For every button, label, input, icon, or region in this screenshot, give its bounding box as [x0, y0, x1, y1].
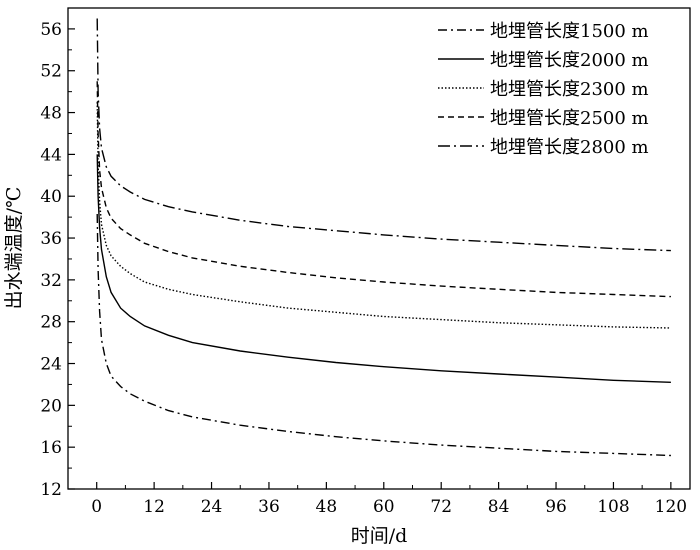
x-tick-label: 0	[91, 497, 102, 517]
legend-label-2: 地埋管长度2000 m	[490, 50, 649, 71]
x-tick-label: 12	[143, 497, 165, 517]
x-tick-label: 108	[597, 497, 629, 517]
x-tick-label: 60	[373, 497, 395, 517]
y-axis-ticks: 12 16 20 24 28 32 36 40 44 48 52 56	[40, 20, 75, 500]
x-axis-ticks: 0 12 24 36 48 60 72 84 96 108 120	[91, 482, 687, 517]
y-axis-label: 出水端温度/℃	[3, 187, 25, 310]
x-tick-label: 72	[430, 497, 452, 517]
y-tick-label: 40	[40, 187, 62, 207]
series-layer	[96, 18, 671, 457]
x-tick-label: 96	[545, 497, 567, 517]
legend-label-1: 地埋管长度1500 m	[490, 21, 649, 42]
legend: 地埋管长度1500 m 地埋管长度2000 m 地埋管长度2300 m 地埋管长度25…	[438, 21, 649, 158]
legend-label-3: 地埋管长度2300 m	[490, 79, 649, 100]
series-line-4	[96, 81, 671, 298]
y-tick-label: 20	[40, 396, 62, 416]
y-tick-label: 36	[40, 229, 62, 249]
legend-label-4: 地埋管长度2500 m	[490, 108, 649, 129]
x-tick-label: 120	[655, 497, 687, 517]
plot-frame	[67, 7, 691, 490]
legend-label-5: 地埋管长度2800 m	[490, 137, 649, 158]
x-tick-label: 84	[488, 497, 510, 517]
x-axis-label: 时间/d	[351, 525, 408, 547]
y-tick-label: 28	[40, 313, 62, 333]
x-tick-label: 36	[258, 497, 280, 517]
x-tick-label: 24	[201, 497, 223, 517]
series-line-3	[96, 102, 671, 329]
y-tick-label: 24	[40, 355, 62, 375]
y-tick-label: 44	[40, 145, 62, 165]
series-line-1	[96, 213, 671, 457]
y-tick-label: 12	[40, 480, 62, 500]
y-tick-label: 56	[40, 20, 62, 40]
series-line-5	[96, 18, 671, 252]
y-tick-label: 48	[40, 104, 62, 124]
y-tick-label: 32	[40, 271, 62, 291]
series-line-2	[96, 154, 671, 383]
y-tick-label: 16	[40, 438, 62, 458]
x-tick-label: 48	[316, 497, 338, 517]
y-tick-label: 52	[40, 62, 62, 82]
